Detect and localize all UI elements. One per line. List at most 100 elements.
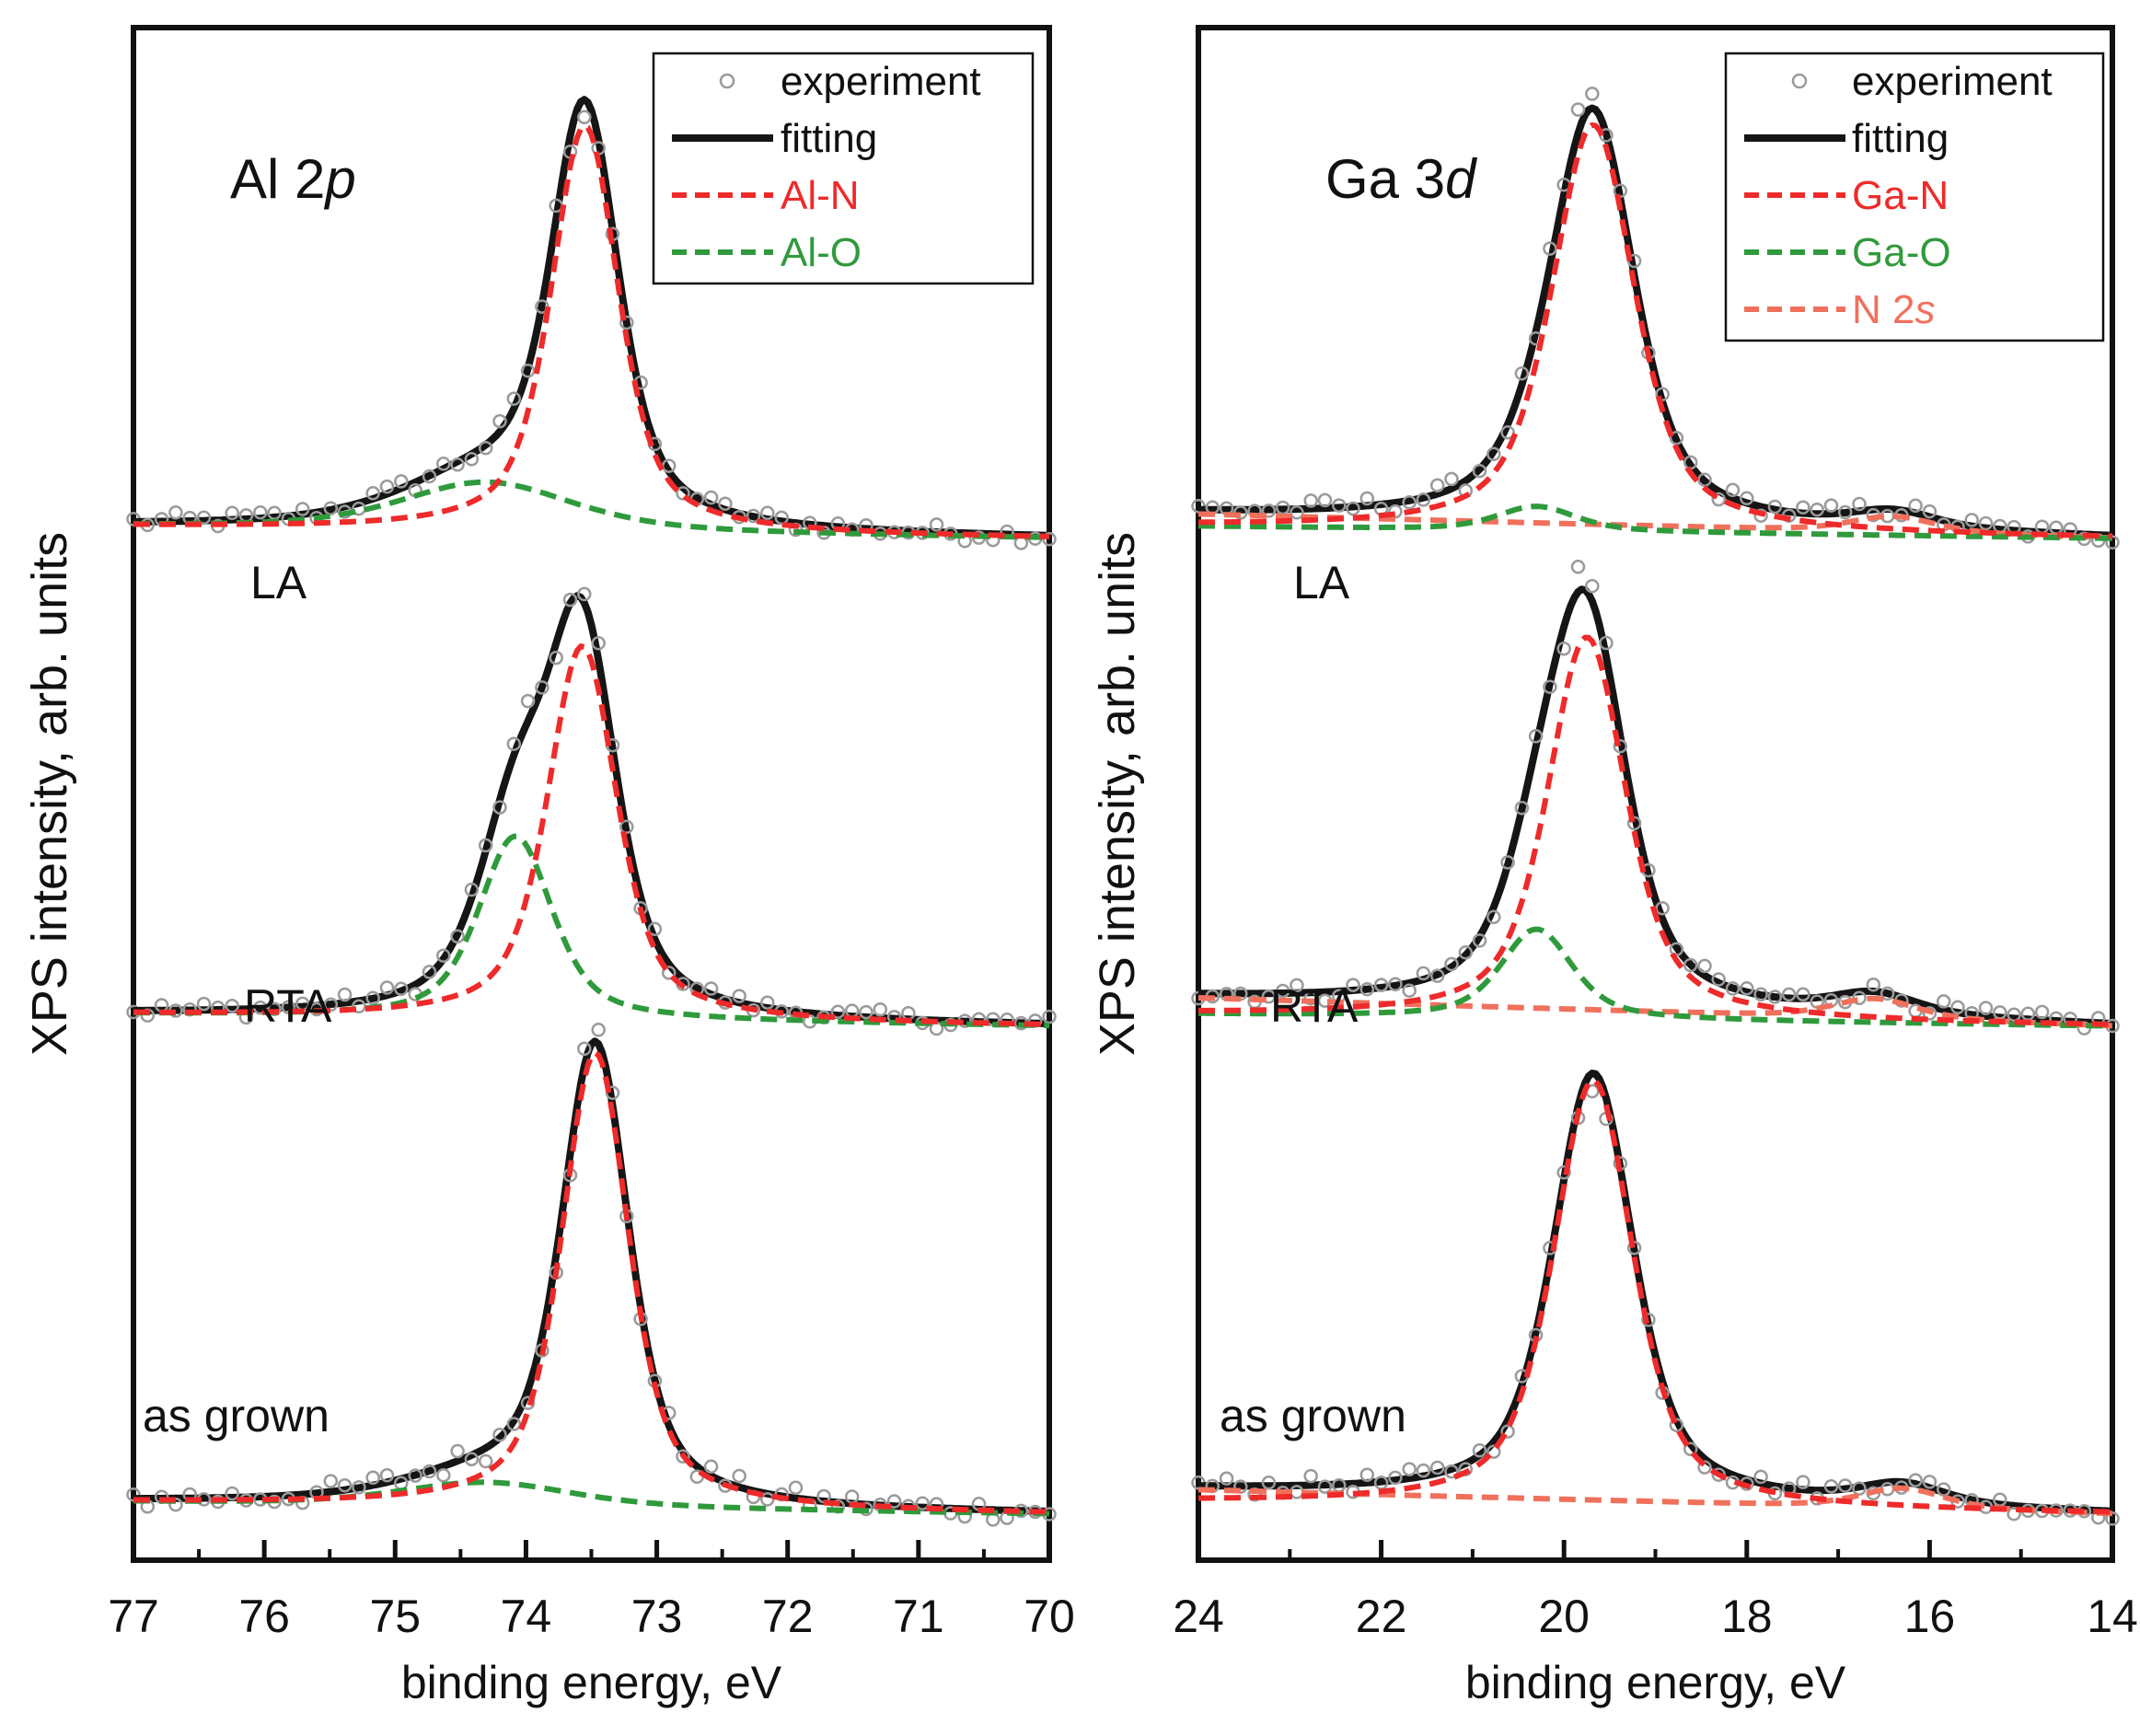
experiment-point (1852, 1481, 1867, 1496)
x-tick-label: 74 (501, 1591, 552, 1642)
experiment-point (1978, 1001, 1994, 1015)
experiment-point (492, 413, 507, 429)
experiment-point (1669, 431, 1684, 446)
experiment-point (1290, 505, 1304, 520)
element-label-orbital: d (1445, 148, 1477, 210)
experiment-point (450, 1443, 465, 1459)
experiment-point (1753, 987, 1768, 1002)
experiment-point (1261, 503, 1277, 518)
experiment-point (535, 299, 549, 314)
experiment-point (1359, 1467, 1375, 1482)
experiment-point (1837, 504, 1853, 520)
experiment-point (1683, 957, 1698, 973)
experiment-point (1767, 990, 1783, 1004)
experiment-point (732, 1468, 746, 1484)
experiment-point (352, 1480, 366, 1495)
experiment-point (746, 508, 761, 524)
x-tick-label: 75 (369, 1591, 421, 1642)
experiment-point (1570, 102, 1586, 117)
experiment-point (196, 510, 212, 526)
experiment-point (1823, 498, 1839, 513)
y-axis-label: XPS intensity, arb. units (1090, 532, 1145, 1056)
experiment-point (1711, 492, 1726, 507)
experiment-point (464, 1452, 480, 1467)
experiment-point (1219, 1471, 1234, 1486)
experiment-point (1922, 1475, 1938, 1489)
experiment-point (1472, 933, 1487, 948)
experiment-point (2007, 1007, 2021, 1023)
experiment-point (1472, 1443, 1487, 1458)
experiment-point (1711, 972, 1726, 987)
experiment-point (492, 1427, 507, 1442)
experiment-point (1655, 900, 1670, 916)
experiment-point (1472, 463, 1487, 479)
fitting-curve (1197, 585, 2113, 1027)
legend-label: fitting (1852, 116, 1949, 161)
experiment-point (2007, 1506, 2021, 1522)
experiment-point (225, 505, 239, 521)
y-axis-label: XPS intensity, arb. units (22, 532, 77, 1056)
experiment-point (1922, 503, 1938, 519)
experiment-point (352, 999, 366, 1014)
legend-symbol-experiment (1791, 73, 1808, 89)
component-ga-n-curve (1198, 1077, 2112, 1515)
legend-label-main: N 2 (1852, 287, 1914, 332)
experiment-point (1486, 909, 1501, 925)
experiment-point (577, 1041, 592, 1057)
experiment-point (1697, 472, 1712, 487)
experiment-point (549, 650, 563, 665)
experiment-point (478, 1453, 493, 1469)
legend-label: Al-O (781, 230, 862, 275)
experiment-point (1416, 966, 1431, 981)
experiment-point (1753, 508, 1768, 523)
experiment-point (365, 486, 380, 501)
experiment-point (1500, 1424, 1515, 1439)
experiment-point (196, 996, 212, 1012)
experiment-point (1359, 981, 1375, 997)
sample-label: as grown (143, 1390, 330, 1441)
x-tick-label: 72 (762, 1591, 814, 1642)
experiment-point (1936, 994, 1951, 1009)
experiment-point (1725, 482, 1741, 498)
experiment-point (506, 391, 522, 406)
experiment-point (732, 989, 746, 1003)
x-tick-label: 24 (1173, 1591, 1224, 1642)
experiment-point (1429, 1460, 1445, 1476)
experiment-point (1626, 816, 1642, 831)
sample-label: LA (250, 557, 307, 608)
experiment-point (886, 1494, 902, 1509)
experiment-point (703, 981, 719, 996)
experiment-point (520, 1395, 536, 1410)
experiment-point (253, 504, 268, 520)
experiment-point (591, 635, 606, 651)
experiment-point (1261, 1476, 1277, 1490)
legend-box (652, 52, 1035, 285)
experiment-point (859, 1004, 873, 1020)
panel-right: 24 22 20 18 16 14 binding energy, eV XPS intens… (1090, 25, 2138, 1708)
experiment-point (379, 980, 395, 995)
experiment-point (1317, 1479, 1333, 1494)
experiment-point (379, 479, 395, 494)
experiment-point (830, 1004, 846, 1019)
legend-right: experiment fitting Ga-N Ga-O N 2s (1724, 52, 2105, 342)
experiment-point (1444, 956, 1459, 972)
experiment-point (1402, 495, 1417, 510)
experiment-point (1543, 679, 1557, 694)
experiment-point (1290, 978, 1304, 993)
legend-label: Al-N (781, 173, 860, 218)
experiment-point (436, 948, 451, 963)
experiment-point (591, 1023, 606, 1037)
experiment-point (422, 469, 437, 484)
experiment-point (1585, 578, 1600, 594)
experiment-point (1402, 983, 1417, 998)
experiment-point (408, 1468, 422, 1483)
experiment-point (225, 1486, 239, 1501)
x-tick-label: 76 (238, 1591, 290, 1642)
experiment-point (464, 452, 480, 467)
experiment-point (1740, 491, 1754, 506)
experiment-point (1613, 738, 1628, 754)
experiment-point (1332, 498, 1347, 513)
experiment-point (774, 510, 789, 526)
experiment-point (1599, 635, 1614, 651)
experiment-point (1585, 87, 1600, 101)
